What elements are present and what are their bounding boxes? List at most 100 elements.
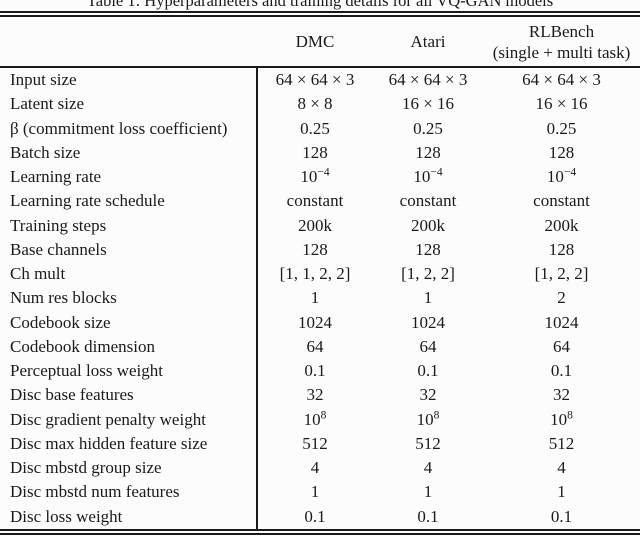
- cell-dmc: 0.25: [300, 118, 330, 138]
- row-label: Disc max hidden feature size: [10, 433, 208, 453]
- row-label: Training steps: [10, 215, 107, 235]
- cell-dmc: 0.1: [304, 506, 326, 526]
- cell-rlbench: 64 × 64 × 3: [522, 70, 601, 90]
- table-row: β (commitment loss coefficient) 0.25 0.25 0…: [0, 117, 640, 141]
- cell-dmc: constant: [286, 191, 344, 211]
- table-body: Input size 64 × 64 × 3 64 × 64 × 3 64 × 64 …: [0, 68, 640, 529]
- cell-rlbench: 512: [548, 433, 575, 453]
- cell-rlbench: 1: [557, 482, 566, 502]
- cell-atari: 1: [423, 288, 433, 308]
- row-label: Learning rate: [10, 167, 102, 187]
- cell-dmc: 8 × 8: [297, 94, 333, 114]
- cell-rlbench: 32: [553, 385, 570, 405]
- table-row: Disc mbstd num features 1 1 1: [0, 480, 640, 504]
- table-row: Num res blocks 1 1 2: [0, 286, 640, 310]
- cell-atari: [1, 2, 2]: [401, 264, 455, 284]
- cell-rlbench: 0.1: [550, 361, 573, 381]
- cell-rlbench: 128: [548, 239, 575, 259]
- table-header-row: DMC Atari RLBench (single + multi task): [0, 17, 640, 66]
- cell-rlbench: 200k: [544, 215, 579, 235]
- row-label: Perceptual loss weight: [10, 361, 163, 381]
- row-label: Learning rate schedule: [10, 191, 165, 211]
- table-row: Learning rate 10−4 10−4 10−4: [0, 165, 640, 189]
- cell-atari: 32: [419, 385, 437, 405]
- table-row: Disc gradient penalty weight 108 108 108: [0, 408, 640, 432]
- bottom-double-rule: [0, 529, 640, 535]
- cell-dmc: 32: [306, 385, 324, 405]
- row-label: Batch size: [10, 142, 81, 162]
- table-row: Perceptual loss weight 0.1 0.1 0.1: [0, 359, 640, 383]
- cell-rlbench: 64: [553, 336, 570, 356]
- cell-atari: 200k: [411, 215, 445, 235]
- table-row: Batch size 128 128 128: [0, 141, 640, 165]
- row-label: Disc mbstd group size: [10, 458, 162, 478]
- cell-atari: 108: [416, 407, 440, 429]
- cell-dmc: 512: [302, 433, 328, 453]
- table-row: Disc loss weight 0.1 0.1 0.1: [0, 505, 640, 529]
- cell-dmc: 10−4: [300, 165, 330, 187]
- row-label: Codebook dimension: [10, 336, 155, 356]
- table-row: Codebook size 1024 1024 1024: [0, 311, 640, 335]
- table-caption: Table 1: Hyperparameters and training de…: [86, 0, 554, 10]
- row-label: Disc base features: [10, 385, 134, 405]
- row-label: Num res blocks: [10, 288, 117, 308]
- top-double-rule: [0, 11, 640, 17]
- cell-atari: 64: [419, 336, 437, 356]
- table-row: Disc base features 32 32 32: [0, 383, 640, 407]
- cell-dmc: 0.1: [304, 361, 326, 381]
- cell-rlbench: 0.25: [546, 118, 577, 138]
- header-divider-rule: [0, 66, 640, 68]
- cell-rlbench: 128: [548, 142, 575, 162]
- table-row: Ch mult [1, 1, 2, 2] [1, 2, 2] [1, 2, 2]: [0, 262, 640, 286]
- cell-rlbench: 16 × 16: [535, 94, 588, 114]
- table-row: Learning rate schedule constant constant co…: [0, 189, 640, 213]
- table-row: Latent size 8 × 8 16 × 16 16 × 16: [0, 92, 640, 116]
- cell-dmc: 108: [303, 407, 327, 429]
- cell-rlbench: constant: [533, 191, 590, 211]
- row-label: Latent size: [10, 94, 85, 114]
- table-row: Disc max hidden feature size 512 512 512: [0, 432, 640, 456]
- cell-atari: constant: [399, 191, 457, 211]
- header-rlbench-line1: RLBench: [528, 21, 595, 41]
- row-label: β (commitment loss coefficient): [10, 118, 228, 138]
- cell-rlbench: 1024: [544, 312, 579, 332]
- row-label: Codebook size: [10, 312, 111, 332]
- cell-atari: 128: [415, 142, 441, 162]
- cell-dmc: 1: [310, 288, 320, 308]
- cell-atari: 512: [415, 433, 441, 453]
- table-row: Input size 64 × 64 × 3 64 × 64 × 3 64 × 64 …: [0, 68, 640, 92]
- cell-atari: 0.1: [417, 361, 439, 381]
- cell-rlbench: [1, 2, 2]: [534, 264, 589, 284]
- cell-atari: 64 × 64 × 3: [388, 70, 468, 90]
- cell-dmc: 200k: [298, 215, 332, 235]
- table-row: Codebook dimension 64 64 64: [0, 335, 640, 359]
- cell-dmc: 1024: [298, 312, 332, 332]
- cell-dmc: [1, 1, 2, 2]: [279, 264, 351, 284]
- table-row: Training steps 200k 200k 200k: [0, 214, 640, 238]
- table-row: Base channels 128 128 128: [0, 238, 640, 262]
- header-rlbench-line2: (single + multi task): [492, 42, 631, 62]
- cell-dmc: 1: [310, 482, 320, 502]
- row-label: Disc mbstd num features: [10, 482, 180, 502]
- cell-atari: 0.25: [413, 118, 443, 138]
- cell-rlbench: 4: [557, 458, 566, 478]
- cell-atari: 1: [423, 482, 433, 502]
- row-label: Base channels: [10, 239, 107, 259]
- header-col-atari: Atari: [410, 31, 446, 51]
- row-label: Input size: [10, 70, 77, 90]
- cell-dmc: 64 × 64 × 3: [275, 70, 355, 90]
- row-label: Disc gradient penalty weight: [10, 409, 206, 429]
- cell-atari: 10−4: [413, 165, 443, 187]
- cell-dmc: 128: [302, 239, 328, 259]
- cell-rlbench: 0.1: [550, 506, 573, 526]
- cell-atari: 1024: [411, 312, 445, 332]
- cell-rlbench: 10−4: [546, 165, 577, 187]
- cell-atari: 128: [415, 239, 441, 259]
- row-label: Ch mult: [10, 264, 66, 284]
- cell-dmc: 128: [302, 142, 328, 162]
- cell-dmc: 4: [310, 458, 320, 478]
- cell-rlbench: 2: [557, 288, 566, 308]
- cell-atari: 16 × 16: [401, 94, 455, 114]
- table-row: Disc mbstd group size 4 4 4: [0, 456, 640, 480]
